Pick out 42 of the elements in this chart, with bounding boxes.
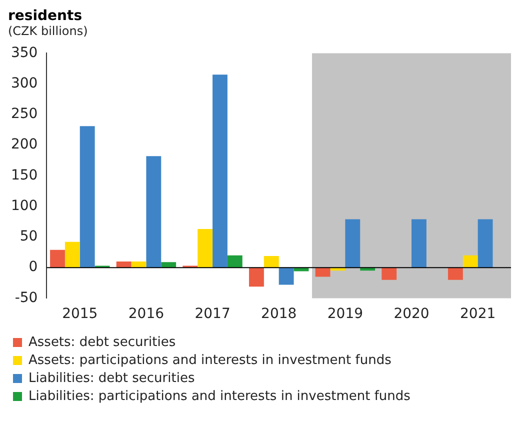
x-tick-label: 2016 <box>128 306 164 322</box>
bar <box>294 268 309 272</box>
bar <box>462 255 478 268</box>
y-tick-label: 350 <box>10 44 38 61</box>
x-tick-label: 2018 <box>261 306 297 322</box>
x-tick-label: 2017 <box>194 306 230 322</box>
bar <box>278 268 294 285</box>
bar <box>50 250 65 268</box>
y-tick-label: 150 <box>10 167 38 184</box>
bar <box>146 156 162 268</box>
bar <box>264 256 279 268</box>
bar <box>64 242 80 268</box>
chart-title: residents <box>8 8 82 24</box>
bar <box>80 126 95 268</box>
x-tick-label: 2021 <box>460 306 496 322</box>
x-tick-label: 2019 <box>327 306 364 322</box>
bar <box>116 261 132 268</box>
bar <box>448 268 463 280</box>
bar <box>227 255 242 268</box>
y-tick-label: 0 <box>28 259 38 276</box>
legend-label: Liabilities: debt securities <box>28 370 195 386</box>
x-tick-label: 2020 <box>394 306 430 322</box>
y-tick-label: 200 <box>10 136 38 153</box>
bar <box>161 262 176 268</box>
x-tick-label: 2015 <box>62 306 98 322</box>
y-tick-label: 50 <box>20 228 38 245</box>
y-tick-label: 300 <box>10 75 38 92</box>
y-tick-label: 250 <box>10 106 38 122</box>
bar <box>345 219 360 268</box>
bar <box>212 74 228 268</box>
legend-label: Assets: participations and interests in investment funds <box>28 352 392 368</box>
bar <box>249 268 264 287</box>
chart-subtitle: (CZK billions) <box>8 24 88 38</box>
bar <box>478 219 493 268</box>
bar <box>412 219 426 268</box>
bar <box>198 228 213 268</box>
legend-label: Liabilities: participations and interests in investment funds <box>28 388 411 404</box>
y-tick-label: -50 <box>14 290 38 306</box>
bar <box>315 268 330 277</box>
y-tick-label: 100 <box>10 198 38 214</box>
legend-label: Assets: debt securities <box>28 334 176 350</box>
bar <box>382 268 397 280</box>
